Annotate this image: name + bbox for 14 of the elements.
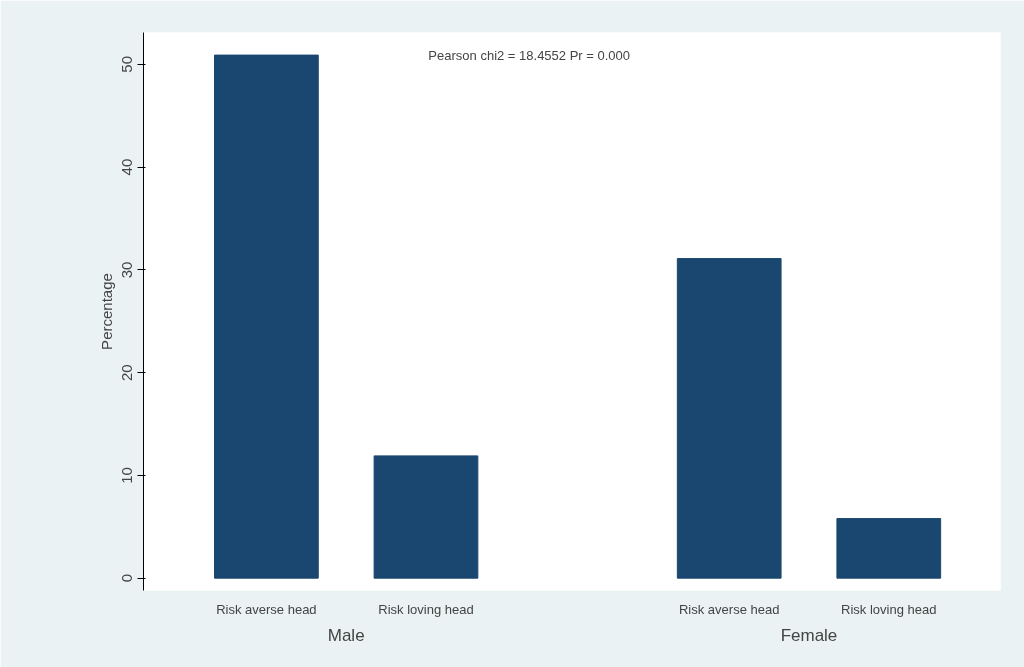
y-tick-label: 40 <box>118 158 136 176</box>
annotation: Pearson chi2 = 18.4552 Pr = 0.000 <box>428 47 631 63</box>
y-tick-label: 0 <box>118 574 136 583</box>
y-tick-label: 10 <box>118 467 136 484</box>
y-tick-label: 30 <box>118 261 136 279</box>
x-tick-label: Risk loving head <box>841 601 937 617</box>
y-axis-title: Percentage <box>97 273 115 350</box>
x-tick-label: Risk averse head <box>678 601 780 617</box>
y-tick-label: 50 <box>118 56 136 73</box>
x-tick-label: Risk loving head <box>378 601 474 617</box>
text: Female <box>780 625 838 645</box>
y-tick-label: 20 <box>118 364 136 381</box>
text: Male <box>327 625 365 645</box>
x-tick-label: Risk averse head <box>216 601 317 617</box>
